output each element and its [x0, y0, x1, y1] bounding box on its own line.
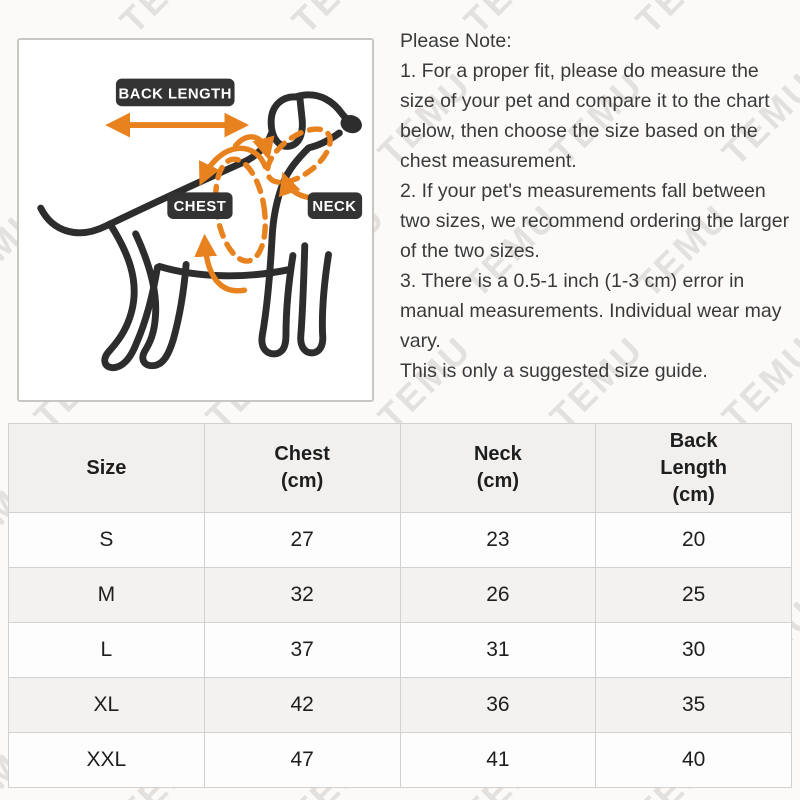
- neck-label: NECK: [312, 199, 356, 215]
- measurement-cell: 41: [399, 732, 597, 788]
- table-row: M 32 26 25: [8, 567, 792, 623]
- table-row: L 37 31 30: [8, 622, 792, 678]
- dog-diagram-graphic: BACK LENGTH CHEST NECK: [37, 78, 363, 372]
- measurement-cell: 47: [203, 732, 401, 788]
- column-header: Back Length (cm): [595, 423, 792, 513]
- note-paragraph: This is only a suggested size guide.: [400, 360, 708, 382]
- measurement-cell: 20: [595, 512, 792, 568]
- dog-nose: [340, 114, 362, 134]
- neck-arrow-right: [278, 171, 311, 200]
- back-length-label: BACK LENGTH: [119, 86, 232, 102]
- temu-watermark: TEMU: [112, 0, 222, 42]
- temu-watermark: TEMU: [284, 0, 394, 42]
- neck-arrow-left: [232, 134, 275, 161]
- size-cell: L: [8, 622, 205, 678]
- measurement-cell: 37: [203, 622, 401, 678]
- measurement-cell: 27: [203, 512, 401, 568]
- measurement-marks: [105, 112, 333, 294]
- measurement-cell: 26: [399, 567, 597, 623]
- table-row: XL 42 36 35: [8, 677, 792, 733]
- size-chart-table: Size Chest (cm) Neck (cm) Back Length (cm) …: [8, 423, 792, 788]
- measurement-cell: 36: [399, 677, 597, 733]
- chest-label-box: [167, 192, 233, 220]
- back-length-label-box: [115, 78, 235, 107]
- note-paragraph: 3. There is a 0.5-1 inch (1-3 cm) error …: [400, 270, 782, 352]
- measurement-cell: 25: [595, 567, 792, 623]
- note-paragraph: 2. If your pet's measurements fall betwe…: [400, 180, 790, 262]
- neck-girth-dashed-ellipse: [264, 126, 333, 186]
- measurement-cell: 32: [203, 567, 401, 623]
- note-paragraph: 1. For a proper fit, please do measure t…: [400, 60, 770, 172]
- size-cell: S: [8, 512, 205, 568]
- temu-watermark: TEMU: [0, 0, 50, 42]
- size-note: Please Note: 1. For a proper fit, please…: [400, 26, 796, 386]
- table-header-row: Size Chest (cm) Neck (cm) Back Length (cm): [8, 423, 792, 513]
- measurement-cell: 30: [595, 622, 792, 678]
- measurement-cell: 23: [399, 512, 597, 568]
- measurement-cell: 35: [595, 677, 792, 733]
- table-row: XXL 47 41 40: [8, 732, 792, 788]
- table-row: S 27 23 20: [8, 512, 792, 568]
- note-title: Please Note:: [400, 30, 512, 52]
- column-header: Chest (cm): [203, 423, 401, 513]
- size-cell: XXL: [8, 732, 205, 788]
- measurement-cell: 31: [399, 622, 597, 678]
- dog-outline: [37, 91, 362, 372]
- neck-label-box: [307, 192, 363, 220]
- column-header: Size: [8, 423, 205, 513]
- measurement-cell: 40: [595, 732, 792, 788]
- table-body: S 27 23 20 M 32 26 25 L 37 31 30 XL 42 36 35 XXL 47 41 40: [8, 512, 792, 788]
- size-cell: M: [8, 567, 205, 623]
- dog-measurement-diagram: BACK LENGTH CHEST NECK: [17, 38, 374, 402]
- diagram-labels: BACK LENGTH CHEST NECK: [115, 78, 363, 220]
- measurement-cell: 42: [203, 677, 401, 733]
- chest-arrow-bottom: [194, 233, 248, 294]
- column-header: Neck (cm): [399, 423, 597, 513]
- size-cell: XL: [8, 677, 205, 733]
- chest-label: CHEST: [174, 199, 227, 215]
